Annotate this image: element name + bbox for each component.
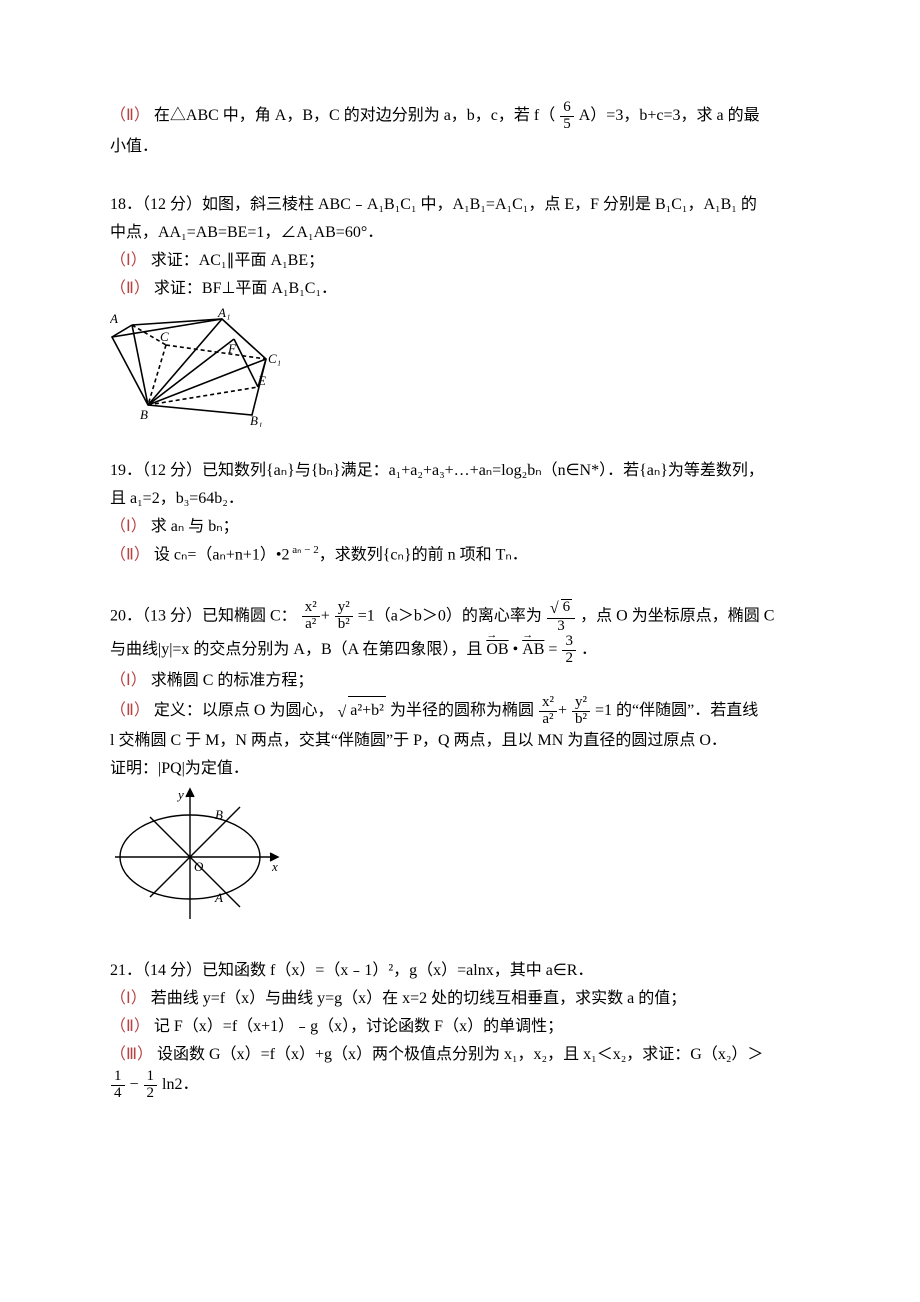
svg-text:y: y: [176, 787, 184, 802]
q18-p2: （Ⅱ） 求证：BF⊥平面 A₁B₁C₁．: [110, 275, 810, 303]
q17-p2-body-a: 在△ABC 中，角 A，B，C 的对边分别为 a，b，c，若 f（: [154, 107, 555, 124]
svg-text:B: B: [215, 807, 223, 822]
q18-intro-1: 18．（12 分）如图，斜三棱柱 ABC﹣A₁B₁C₁ 中，A₁B₁=A₁C₁，…: [110, 191, 810, 219]
q18: 18．（12 分）如图，斜三棱柱 ABC﹣A₁B₁C₁ 中，A₁B₁=A₁C₁，…: [110, 191, 810, 427]
q19-p1: （Ⅰ） 求 aₙ 与 bₙ；: [110, 513, 810, 541]
q20-figure: y x O A B: [110, 787, 285, 927]
q21: 21．（14 分）已知函数 f（x）=（x﹣1）²，g（x）=alnx，其中 a…: [110, 957, 810, 1102]
q18-intro-2: 中点，AA₁=AB=BE=1，∠A₁AB=60°．: [110, 219, 810, 247]
q21-frac1: 1 4: [111, 1069, 125, 1102]
svg-text:A: A: [110, 311, 118, 326]
q18-figure: A A₁ C C₁ B B₁ E F: [110, 307, 280, 427]
q20: 20．（13 分）已知椭圆 C： x² a² + y² b² =1（a＞b＞0）…: [110, 599, 810, 928]
q17-frac: 6 5: [560, 100, 574, 133]
svg-text:B: B: [140, 407, 148, 422]
q21-p3-l2: 1 4 − 1 2 ln2．: [110, 1069, 810, 1102]
q21-frac2: 1 2: [144, 1069, 158, 1102]
q19-intro-b: 且 a₁=2，b₃=64b₂．: [110, 485, 810, 513]
q20-ellipse-f2: y² b²: [335, 600, 353, 633]
svg-text:B₁: B₁: [250, 413, 262, 427]
q19-p2: （Ⅱ） 设 cₙ=（aₙ+n+1）•2 aₙ − 2，求数列{cₙ}的前 n 项…: [110, 541, 810, 569]
q17-p2-body-b: A）=3，b+c=3，求 a 的最: [579, 107, 760, 124]
svg-text:A: A: [214, 890, 223, 905]
q21-l1: 21．（14 分）已知函数 f（x）=（x﹣1）²，g（x）=alnx，其中 a…: [110, 957, 810, 985]
svg-text:F: F: [227, 341, 237, 356]
q20-p2: （Ⅱ） 定义：以原点 O 为圆心， √a²+b² 为半径的圆称为椭圆 x² a²…: [110, 695, 810, 728]
q21-p2: （Ⅱ） 记 F（x）=f（x+1）﹣g（x），讨论函数 F（x）的单调性；: [110, 1013, 810, 1041]
q20-l4: 证明：|PQ|为定值．: [110, 755, 810, 783]
svg-text:E: E: [257, 373, 266, 388]
q17-p2-label: （Ⅱ）: [110, 107, 150, 124]
q17-p2-line2: 小值．: [110, 133, 810, 161]
q19-intro-a: 19．（12 分）已知数列{aₙ}与{bₙ}满足：a₁+a₂+a₃+…+aₙ=l…: [110, 457, 810, 485]
q19: 19．（12 分）已知数列{aₙ}与{bₙ}满足：a₁+a₂+a₃+…+aₙ=l…: [110, 457, 810, 569]
q18-p1: （Ⅰ） 求证：AC₁∥平面 A₁BE；: [110, 247, 810, 275]
q17-p2-line1: （Ⅱ） 在△ABC 中，角 A，B，C 的对边分别为 a，b，c，若 f（ 6 …: [110, 100, 810, 133]
q20-ecc: √6 3: [547, 599, 575, 635]
svg-text:A₁: A₁: [217, 307, 230, 320]
svg-text:C₁: C₁: [268, 351, 280, 366]
q21-p3-l1: （Ⅲ） 设函数 G（x）=f（x）+g（x）两个极值点分别为 x₁，x₂，且 x…: [110, 1041, 810, 1069]
q20-ellipse-f1: x² a²: [302, 600, 320, 633]
q20-dot-frac: 3 2: [562, 634, 576, 667]
svg-text:O: O: [194, 859, 204, 874]
q20-l2: 与曲线|y|=x 的交点分别为 A，B（A 在第四象限），且 → OB • → …: [110, 634, 810, 667]
q20-l3: l 交椭圆 C 于 M，N 两点，交其“伴随圆”于 P，Q 两点，且以 MN 为…: [110, 727, 810, 755]
q21-p1: （Ⅰ） 若曲线 y=f（x）与曲线 y=g（x）在 x=2 处的切线互相垂直，求…: [110, 985, 810, 1013]
q20-l1: 20．（13 分）已知椭圆 C： x² a² + y² b² =1（a＞b＞0）…: [110, 599, 810, 635]
q20-p1: （Ⅰ） 求椭圆 C 的标准方程；: [110, 667, 810, 695]
svg-text:C: C: [160, 329, 169, 344]
q17-tail: （Ⅱ） 在△ABC 中，角 A，B，C 的对边分别为 a，b，c，若 f（ 6 …: [110, 100, 810, 161]
svg-text:x: x: [271, 859, 278, 874]
